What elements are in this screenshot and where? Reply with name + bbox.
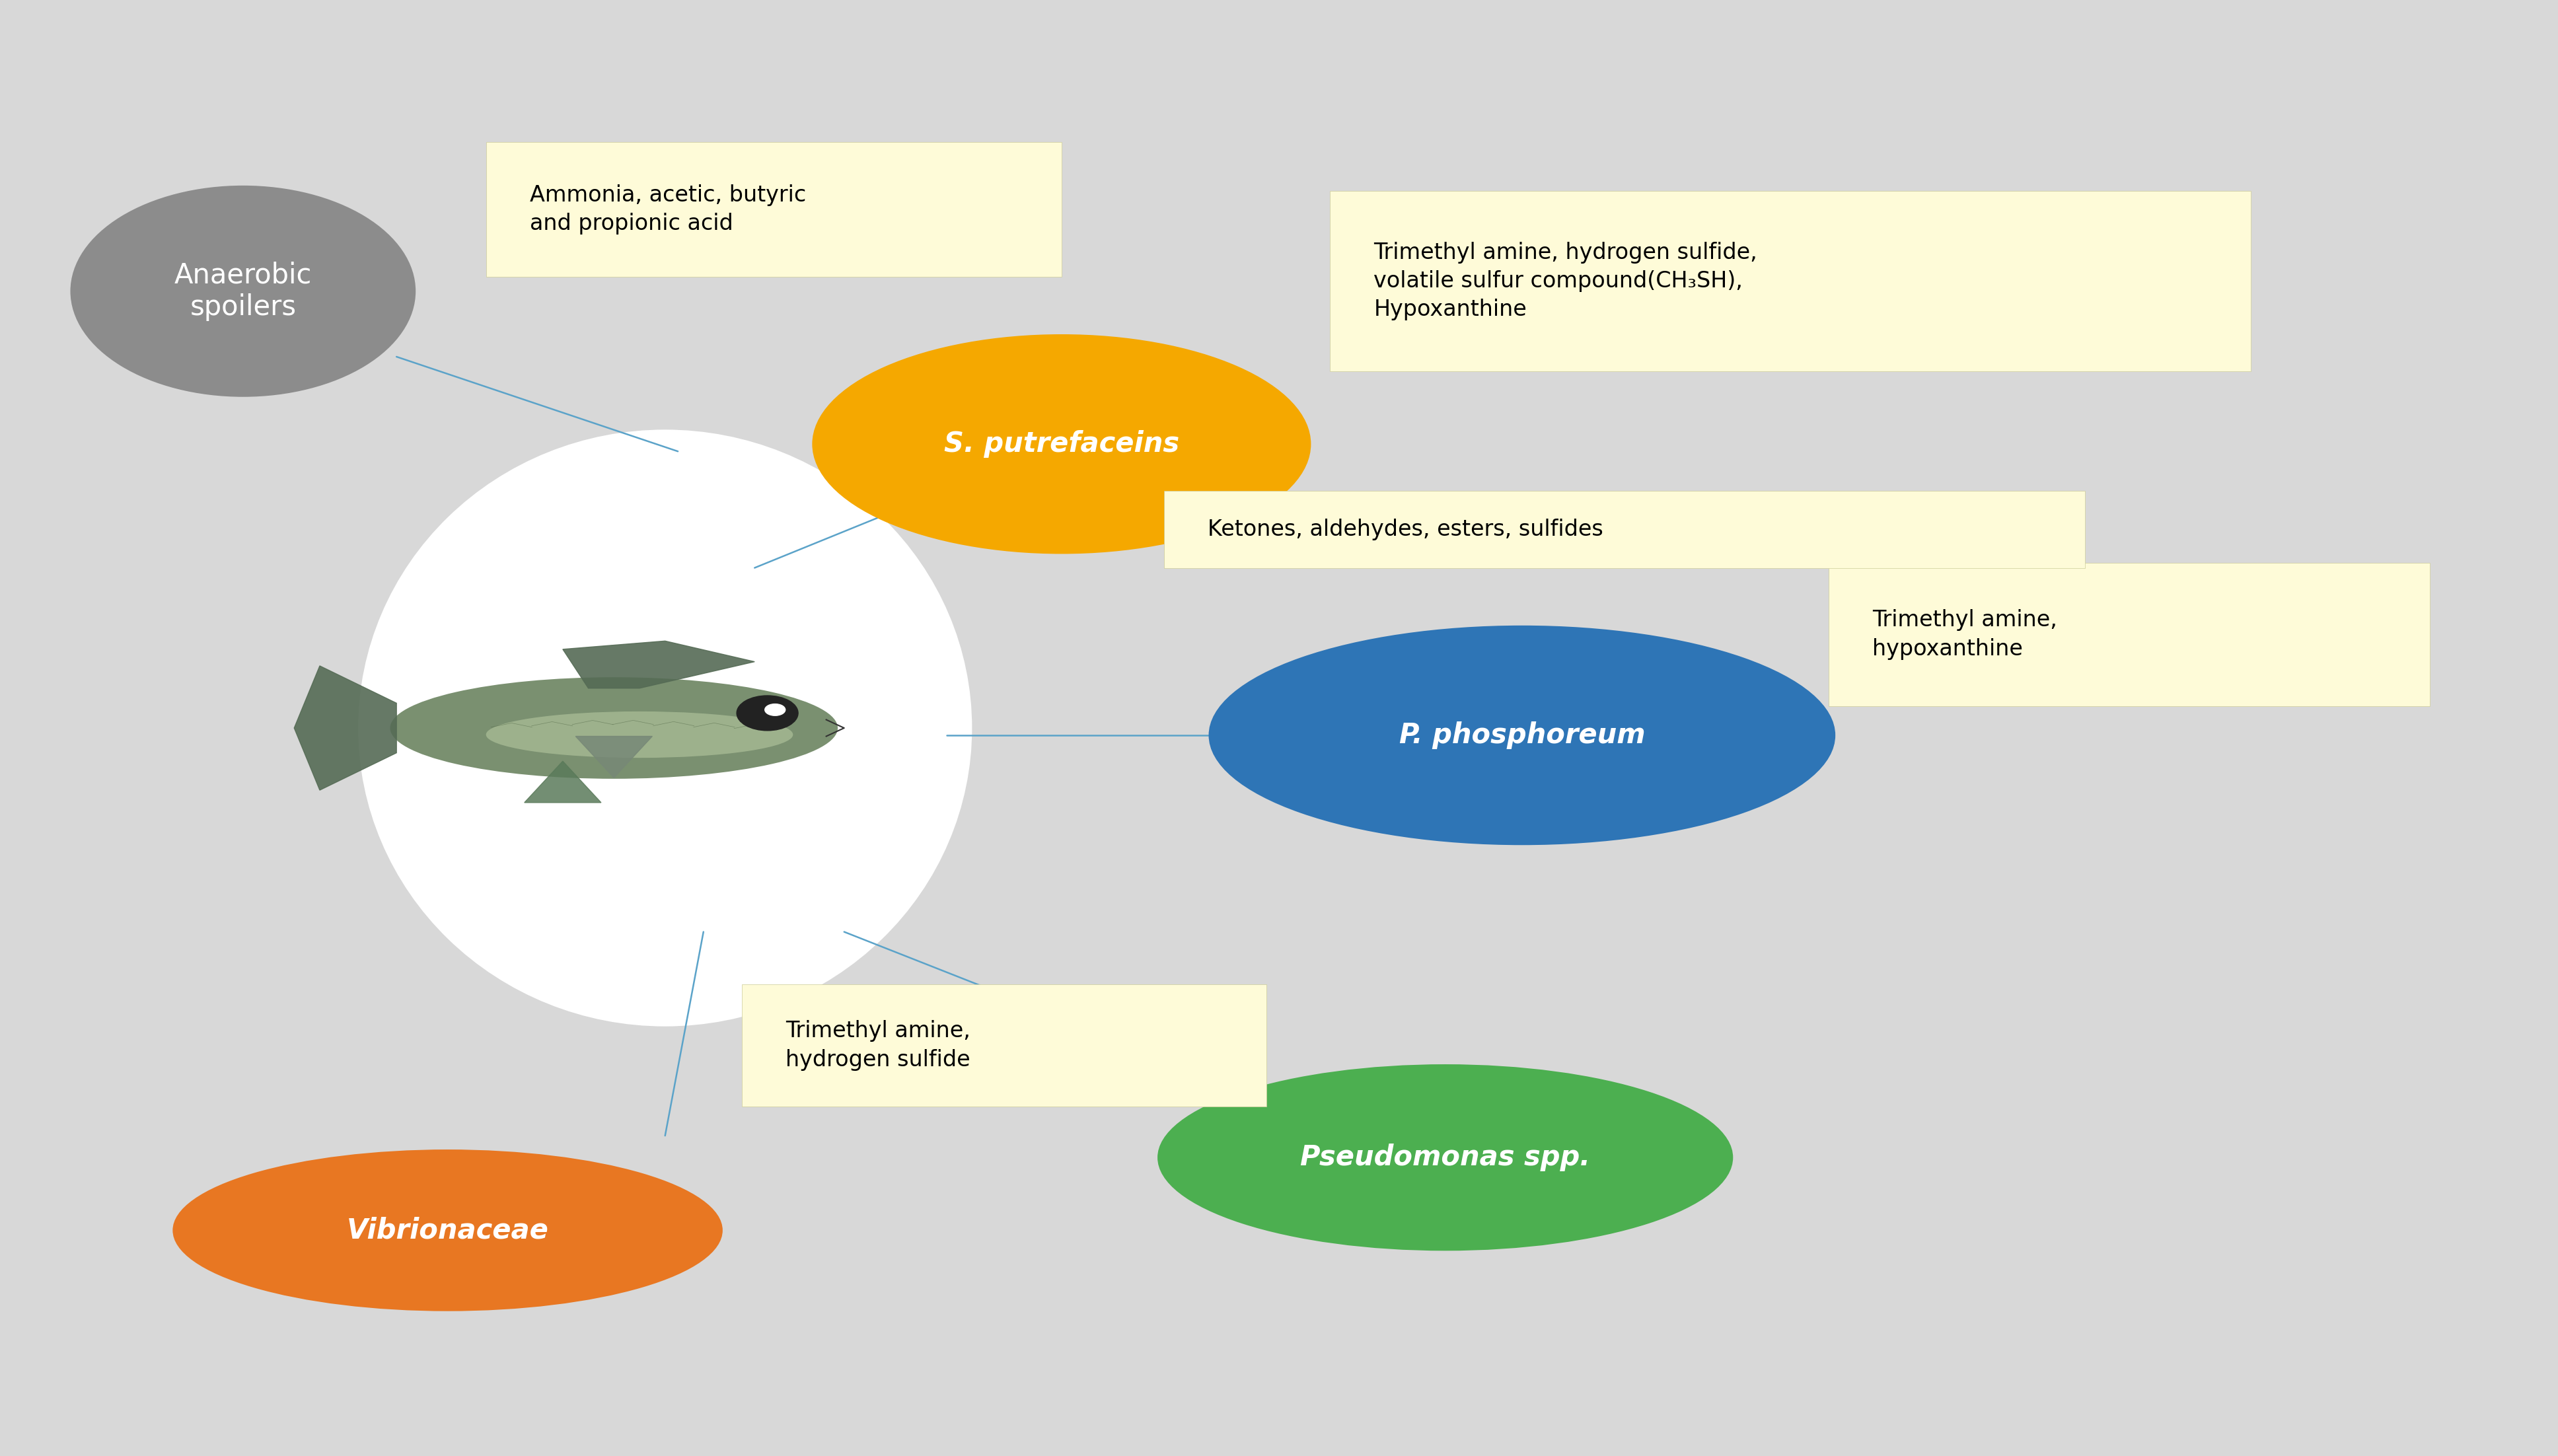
Ellipse shape [72, 185, 414, 397]
Ellipse shape [1156, 1064, 1734, 1251]
Polygon shape [576, 737, 652, 778]
Ellipse shape [358, 430, 972, 1026]
Text: Ketones, aldehydes, esters, sulfides: Ketones, aldehydes, esters, sulfides [1207, 518, 1604, 540]
FancyBboxPatch shape [1164, 491, 2085, 568]
Text: Trimethyl amine, hydrogen sulfide,
volatile sulfur compound(CH₃SH),
Hypoxanthine: Trimethyl amine, hydrogen sulfide, volat… [1374, 242, 1757, 320]
Circle shape [765, 703, 785, 715]
FancyBboxPatch shape [1829, 563, 2430, 706]
Text: Trimethyl amine,
hydrogen sulfide: Trimethyl amine, hydrogen sulfide [785, 1021, 969, 1070]
Ellipse shape [171, 1150, 721, 1310]
FancyBboxPatch shape [1330, 191, 2251, 371]
Text: Trimethyl amine,
hypoxanthine: Trimethyl amine, hypoxanthine [1872, 610, 2057, 660]
Text: P. phosphoreum: P. phosphoreum [1399, 721, 1645, 750]
Text: Pseudomonas spp.: Pseudomonas spp. [1299, 1143, 1591, 1172]
Circle shape [737, 696, 798, 731]
Text: S. putrefaceins: S. putrefaceins [944, 430, 1179, 459]
Polygon shape [294, 665, 396, 791]
Ellipse shape [811, 335, 1310, 553]
FancyBboxPatch shape [486, 141, 1062, 277]
Text: Vibrionaceae: Vibrionaceae [348, 1216, 547, 1245]
Text: Ammonia, acetic, butyric
and propionic acid: Ammonia, acetic, butyric and propionic a… [530, 183, 806, 234]
Text: Anaerobic
spoilers: Anaerobic spoilers [174, 261, 312, 322]
Ellipse shape [486, 712, 793, 757]
Ellipse shape [1207, 626, 1837, 844]
Ellipse shape [389, 677, 839, 779]
FancyBboxPatch shape [742, 984, 1266, 1107]
Polygon shape [563, 641, 755, 689]
Polygon shape [524, 761, 601, 802]
